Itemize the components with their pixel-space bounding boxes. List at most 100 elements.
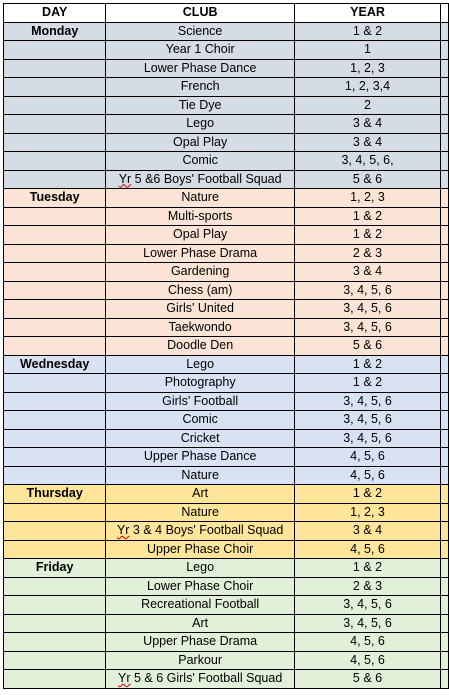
table-row: Lower Phase Choir 2 & 3 xyxy=(2,576,449,596)
extra-cell xyxy=(440,613,449,633)
table-row: Girls' Football 3, 4, 5, 6 xyxy=(2,391,449,411)
day-cell: Monday xyxy=(2,21,107,41)
table-row: Yr 3 & 4 Boys' Football Squad 3 & 4 xyxy=(2,521,449,541)
table-row: Doodle Den 5 & 6 xyxy=(2,336,449,356)
year-cell: 1 xyxy=(293,40,442,60)
club-cell: Yr 3 & 4 Boys' Football Squad xyxy=(105,521,295,541)
club-cell: Girls' United xyxy=(105,299,295,319)
club-cell: Opal Play xyxy=(105,132,295,152)
day-cell xyxy=(2,521,107,541)
extra-cell xyxy=(440,447,449,467)
club-cell: Comic xyxy=(105,151,295,171)
extra-cell xyxy=(440,95,449,115)
day-cell xyxy=(2,465,107,485)
clubs-table-body: Monday Science 1 & 2 Year 1 Choir 1 Lower Pha… xyxy=(2,21,449,689)
year-cell: 4, 5, 6 xyxy=(293,539,442,559)
year-cell: 5 & 6 xyxy=(293,669,442,689)
year-cell: 1 & 2 xyxy=(293,21,442,41)
year-cell: 1 & 2 xyxy=(293,206,442,226)
year-cell: 1, 2, 3 xyxy=(293,58,442,78)
club-cell: Recreational Football xyxy=(105,595,295,615)
extra-cell xyxy=(440,428,449,448)
year-cell: 1 & 2 xyxy=(293,354,442,374)
extra-cell xyxy=(440,262,449,282)
club-cell: Tie Dye xyxy=(105,95,295,115)
table-row: Upper Phase Choir 4, 5, 6 xyxy=(2,539,449,559)
year-cell: 3, 4, 5, 6 xyxy=(293,280,442,300)
year-cell: 4, 5, 6 xyxy=(293,650,442,670)
club-cell: Gardening xyxy=(105,262,295,282)
day-cell xyxy=(2,299,107,319)
club-cell: Nature xyxy=(105,188,295,208)
extra-cell xyxy=(440,410,449,430)
club-name-rest: 5 &6 Boys' Football Squad xyxy=(131,171,282,186)
header-day: DAY xyxy=(2,3,107,23)
day-cell xyxy=(2,613,107,633)
year-cell: 3 & 4 xyxy=(293,521,442,541)
header-club: CLUB xyxy=(105,3,295,23)
day-cell xyxy=(2,77,107,97)
table-row: Thursday Art 1 & 2 xyxy=(2,484,449,504)
year-cell: 3, 4, 5, 6 xyxy=(293,391,442,411)
table-row: Comic 3, 4, 5, 6, xyxy=(2,151,449,171)
year-cell: 4, 5, 6 xyxy=(293,465,442,485)
table-row: Year 1 Choir 1 xyxy=(2,40,449,60)
day-cell xyxy=(2,151,107,171)
day-cell xyxy=(2,114,107,134)
club-cell: French xyxy=(105,77,295,97)
year-cell: 1 & 2 xyxy=(293,484,442,504)
extra-cell xyxy=(440,373,449,393)
extra-cell xyxy=(440,243,449,263)
year-cell: 3 & 4 xyxy=(293,114,442,134)
day-cell xyxy=(2,447,107,467)
day-cell xyxy=(2,576,107,596)
table-row: Nature 1, 2, 3 xyxy=(2,502,449,522)
table-row: Girls' United 3, 4, 5, 6 xyxy=(2,299,449,319)
day-cell: Thursday xyxy=(2,484,107,504)
spellcheck-word: Yr xyxy=(116,523,130,537)
table-row: Wednesday Lego 1 & 2 xyxy=(2,354,449,374)
club-cell: Nature xyxy=(105,465,295,485)
day-cell xyxy=(2,595,107,615)
club-cell: Yr 5 &6 Boys' Football Squad xyxy=(105,169,295,189)
table-row: Chess (am) 3, 4, 5, 6 xyxy=(2,280,449,300)
club-cell: Lego xyxy=(105,558,295,578)
year-cell: 4, 5, 6 xyxy=(293,447,442,467)
day-cell xyxy=(2,539,107,559)
year-cell: 3, 4, 5, 6 xyxy=(293,410,442,430)
table-row: Upper Phase Drama 4, 5, 6 xyxy=(2,632,449,652)
extra-cell xyxy=(440,669,449,689)
header-extra-cell xyxy=(440,3,449,23)
table-row: Cricket 3, 4, 5, 6 xyxy=(2,428,449,448)
year-cell: 3, 4, 5, 6 xyxy=(293,613,442,633)
day-cell xyxy=(2,280,107,300)
year-cell: 3, 4, 5, 6 xyxy=(293,428,442,448)
year-cell: 1, 2, 3,4 xyxy=(293,77,442,97)
header-row: DAY CLUB YEAR xyxy=(2,3,449,23)
extra-cell xyxy=(440,169,449,189)
table-row: Lower Phase Dance 1, 2, 3 xyxy=(2,58,449,78)
clubs-table: DAY CLUB YEAR Monday Science 1 & 2 Year 1 C… xyxy=(2,3,449,689)
table-row: Monday Science 1 & 2 xyxy=(2,21,449,41)
club-cell: Lego xyxy=(105,114,295,134)
extra-cell xyxy=(440,225,449,245)
day-cell xyxy=(2,669,107,689)
extra-cell xyxy=(440,21,449,41)
year-cell: 5 & 6 xyxy=(293,336,442,356)
table-row: Recreational Football 3, 4, 5, 6 xyxy=(2,595,449,615)
year-cell: 2 & 3 xyxy=(293,576,442,596)
club-cell: Doodle Den xyxy=(105,336,295,356)
table-row: Taekwondo 3, 4, 5, 6 xyxy=(2,317,449,337)
extra-cell xyxy=(440,299,449,319)
day-cell xyxy=(2,95,107,115)
day-cell: Tuesday xyxy=(2,188,107,208)
extra-cell xyxy=(440,280,449,300)
day-cell xyxy=(2,317,107,337)
club-cell: Multi-sports xyxy=(105,206,295,226)
year-cell: 4, 5, 6 xyxy=(293,632,442,652)
day-cell xyxy=(2,225,107,245)
day-cell xyxy=(2,336,107,356)
club-cell: Photography xyxy=(105,373,295,393)
extra-cell xyxy=(440,632,449,652)
spellcheck-word: Yr xyxy=(118,671,131,685)
